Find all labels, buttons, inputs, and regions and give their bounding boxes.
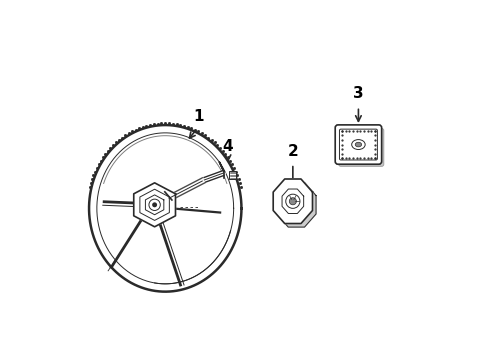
Circle shape bbox=[289, 198, 296, 205]
FancyBboxPatch shape bbox=[229, 171, 237, 179]
FancyBboxPatch shape bbox=[340, 129, 377, 160]
Text: 3: 3 bbox=[353, 86, 364, 101]
Ellipse shape bbox=[355, 142, 362, 147]
Polygon shape bbox=[134, 183, 175, 227]
Text: 2: 2 bbox=[288, 144, 298, 159]
Text: 4: 4 bbox=[222, 139, 233, 154]
Text: 1: 1 bbox=[194, 109, 204, 124]
Polygon shape bbox=[277, 183, 316, 227]
Polygon shape bbox=[273, 179, 313, 224]
Circle shape bbox=[152, 202, 157, 207]
FancyBboxPatch shape bbox=[335, 125, 382, 164]
FancyBboxPatch shape bbox=[339, 129, 384, 166]
